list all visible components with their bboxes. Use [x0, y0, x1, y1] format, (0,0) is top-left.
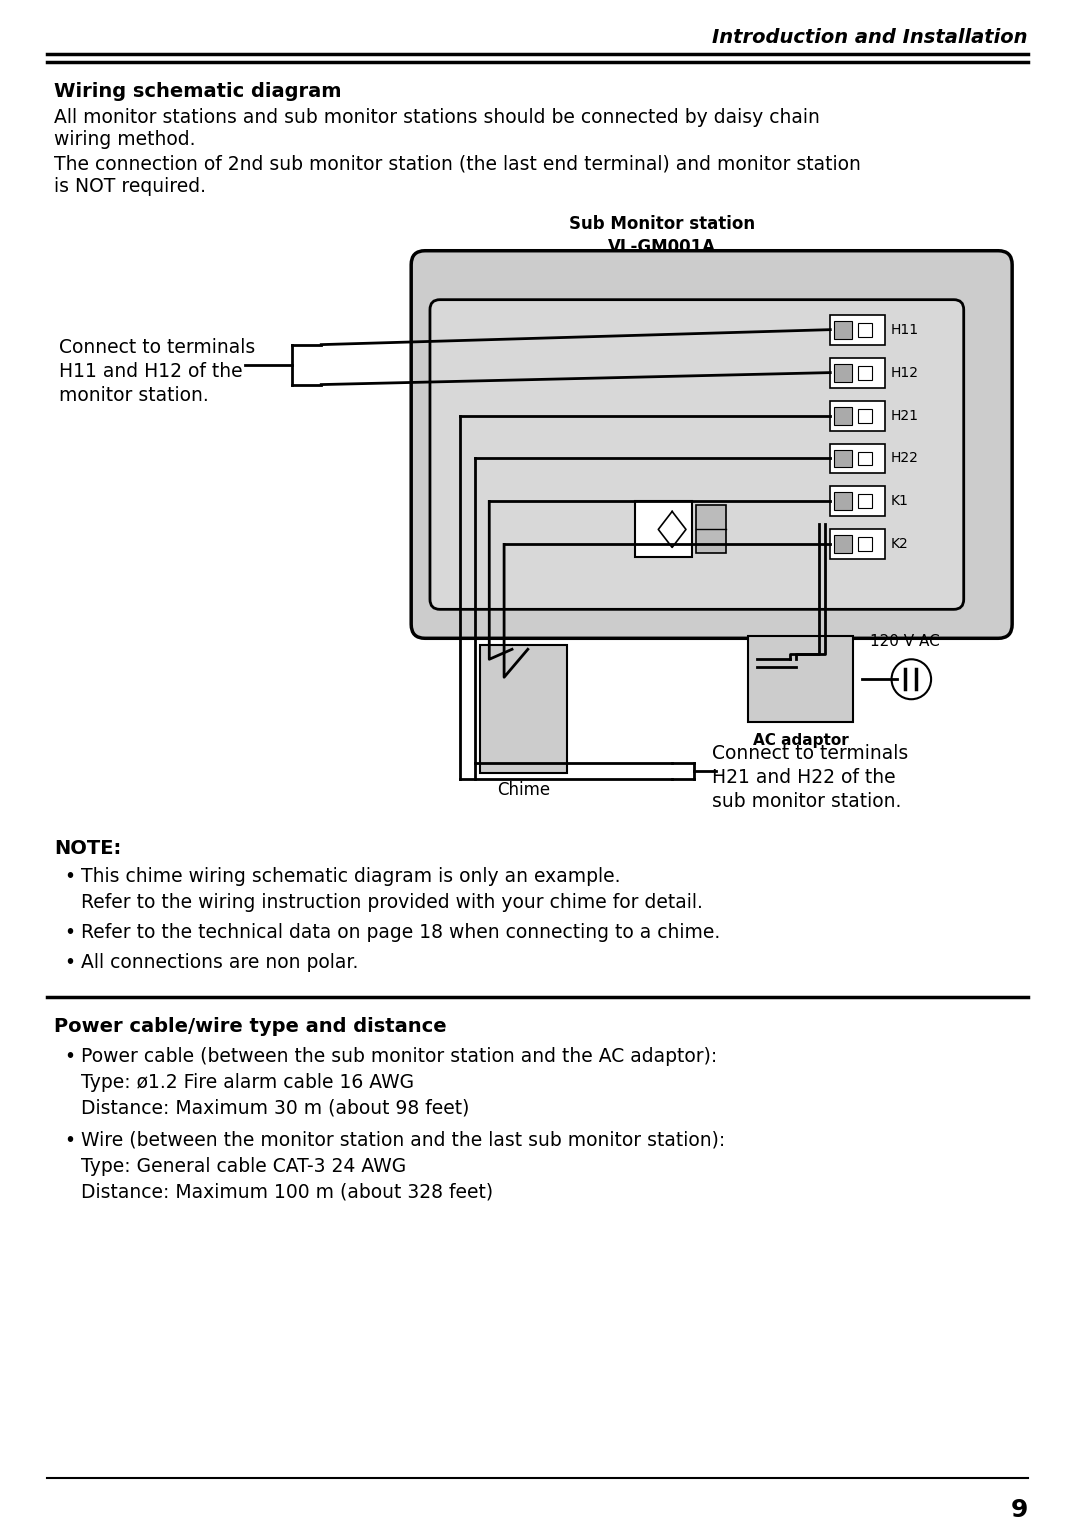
Text: H21 and H22 of the: H21 and H22 of the: [712, 768, 895, 787]
Text: H11: H11: [891, 323, 919, 336]
Text: Power cable (between the sub monitor station and the AC adaptor):: Power cable (between the sub monitor sta…: [81, 1047, 717, 1066]
Bar: [635, 502, 692, 558]
Text: Type: ø1.2 Fire alarm cable 16 AWG: Type: ø1.2 Fire alarm cable 16 AWG: [81, 1073, 414, 1092]
Text: Wire (between the monitor station and the last sub monitor station):: Wire (between the monitor station and th…: [81, 1131, 726, 1150]
Text: K2: K2: [891, 537, 908, 552]
Bar: [831, 401, 885, 431]
Bar: [858, 451, 872, 465]
Bar: [834, 492, 852, 511]
Text: Connect to terminals: Connect to terminals: [59, 338, 256, 356]
Text: All monitor stations and sub monitor stations should be connected by daisy chain: All monitor stations and sub monitor sta…: [54, 109, 820, 127]
Bar: [834, 450, 852, 468]
Text: H22: H22: [891, 451, 918, 465]
FancyBboxPatch shape: [481, 645, 567, 774]
Bar: [834, 321, 852, 338]
Text: Refer to the technical data on page 18 when connecting to a chime.: Refer to the technical data on page 18 w…: [81, 924, 720, 942]
Text: 120 V AC: 120 V AC: [869, 635, 940, 650]
Text: •: •: [64, 924, 76, 942]
Bar: [831, 486, 885, 517]
Bar: [858, 537, 872, 552]
Text: Introduction and Installation: Introduction and Installation: [713, 28, 1028, 47]
Bar: [696, 506, 726, 553]
Bar: [831, 358, 885, 387]
Text: •: •: [64, 1131, 76, 1150]
Bar: [858, 323, 872, 336]
Text: Type: General cable CAT-3 24 AWG: Type: General cable CAT-3 24 AWG: [81, 1157, 406, 1176]
Text: is NOT required.: is NOT required.: [54, 177, 206, 196]
Text: monitor station.: monitor station.: [59, 385, 210, 405]
Text: NOTE:: NOTE:: [54, 839, 122, 858]
Text: This chime wiring schematic diagram is only an example.: This chime wiring schematic diagram is o…: [81, 867, 621, 885]
Bar: [831, 529, 885, 560]
Text: H21: H21: [891, 408, 919, 422]
Text: •: •: [64, 867, 76, 885]
Text: Power cable/wire type and distance: Power cable/wire type and distance: [54, 1017, 447, 1035]
Text: Chime: Chime: [497, 781, 551, 800]
Text: wiring method.: wiring method.: [54, 130, 195, 148]
FancyBboxPatch shape: [430, 300, 963, 610]
Bar: [858, 365, 872, 379]
Bar: [834, 407, 852, 425]
FancyBboxPatch shape: [411, 251, 1012, 638]
Text: 9: 9: [1011, 1498, 1028, 1523]
Text: •: •: [64, 1047, 76, 1066]
Bar: [858, 494, 872, 509]
Text: Distance: Maximum 30 m (about 98 feet): Distance: Maximum 30 m (about 98 feet): [81, 1099, 470, 1118]
FancyBboxPatch shape: [748, 636, 853, 722]
Text: Refer to the wiring instruction provided with your chime for detail.: Refer to the wiring instruction provided…: [81, 893, 703, 911]
Text: AC adaptor: AC adaptor: [753, 734, 849, 748]
Text: The connection of 2nd sub monitor station (the last end terminal) and monitor st: The connection of 2nd sub monitor statio…: [54, 154, 861, 174]
Text: All connections are non polar.: All connections are non polar.: [81, 953, 359, 972]
Bar: [831, 315, 885, 344]
Bar: [834, 535, 852, 553]
Text: H11 and H12 of the: H11 and H12 of the: [59, 361, 243, 381]
Text: sub monitor station.: sub monitor station.: [712, 792, 901, 810]
Text: Wiring schematic diagram: Wiring schematic diagram: [54, 83, 342, 101]
Bar: [831, 443, 885, 474]
Text: Distance: Maximum 100 m (about 328 feet): Distance: Maximum 100 m (about 328 feet): [81, 1183, 494, 1202]
Text: •: •: [64, 953, 76, 972]
Text: H12: H12: [891, 365, 919, 379]
Text: Connect to terminals: Connect to terminals: [712, 745, 908, 763]
Text: VL-GM001A: VL-GM001A: [608, 237, 716, 255]
Bar: [834, 364, 852, 382]
Text: Sub Monitor station: Sub Monitor station: [569, 214, 755, 232]
Text: K1: K1: [891, 494, 908, 509]
Bar: [858, 408, 872, 422]
